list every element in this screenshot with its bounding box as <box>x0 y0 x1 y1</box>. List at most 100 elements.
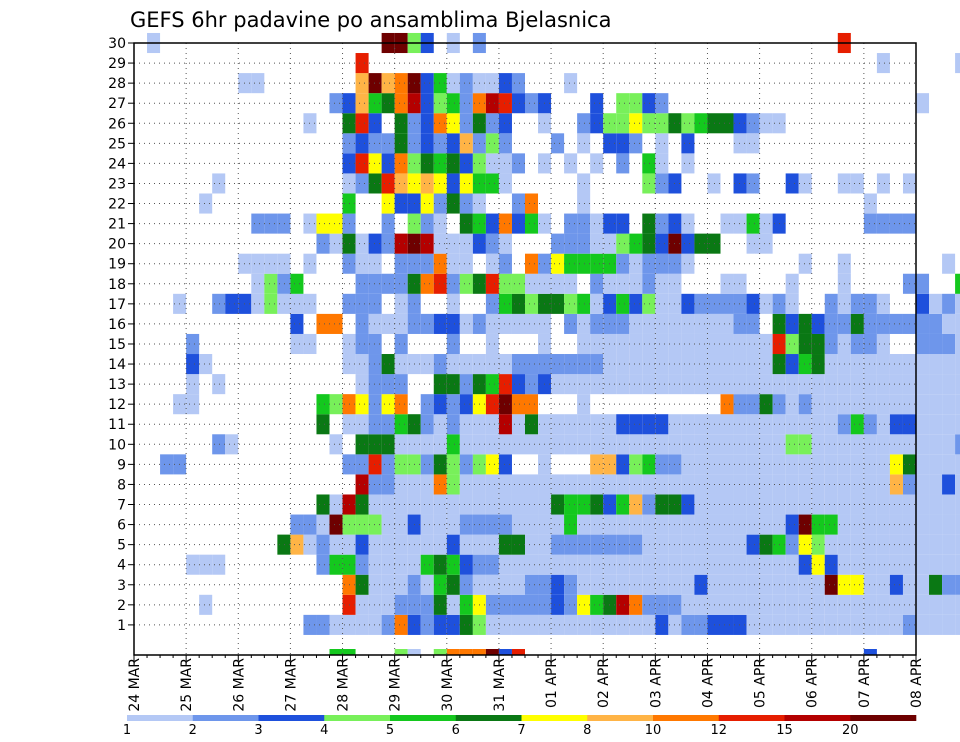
heatmap-cell <box>381 233 395 254</box>
heatmap-cell <box>798 253 812 274</box>
heatmap-cell <box>459 374 473 395</box>
heatmap-cell <box>355 594 369 615</box>
heatmap-cell <box>459 454 473 475</box>
heatmap-cell <box>264 253 278 274</box>
heatmap-cell <box>355 53 369 74</box>
heatmap-cell <box>811 494 825 515</box>
y-tick-label: 30 <box>108 36 126 52</box>
heatmap-cell <box>785 574 799 595</box>
heatmap-cell <box>590 534 604 555</box>
x-tick-label: 26 MAR <box>231 658 247 712</box>
heatmap-cell <box>759 534 773 555</box>
heatmap-cell <box>420 614 434 635</box>
heatmap-cell <box>733 213 747 234</box>
heatmap-cell <box>564 253 578 274</box>
heatmap-cell <box>942 474 956 495</box>
heatmap-cell <box>811 474 825 495</box>
heatmap-cell <box>655 313 669 334</box>
heatmap-cell <box>381 133 395 154</box>
x-tick-label: 04 APR <box>701 658 717 708</box>
heatmap-cell <box>525 193 539 214</box>
heatmap-cell <box>316 414 330 435</box>
heatmap-cell <box>955 374 960 395</box>
heatmap-cell <box>759 113 773 134</box>
heatmap-cell <box>511 614 525 635</box>
heatmap-cell <box>889 374 903 395</box>
heatmap-cell <box>916 534 930 555</box>
heatmap-cell <box>381 494 395 515</box>
heatmap-cell <box>616 374 630 395</box>
heatmap-cell <box>746 454 760 475</box>
heatmap-cell <box>577 213 591 234</box>
heatmap-cell <box>824 333 838 355</box>
heatmap-cell <box>368 394 382 415</box>
heatmap-cell <box>511 93 525 114</box>
heatmap-cell <box>733 273 747 294</box>
colorbar-label: 3 <box>254 723 262 738</box>
heatmap-cell <box>863 434 877 455</box>
heatmap-cell <box>889 574 903 595</box>
heatmap-cell <box>394 574 408 595</box>
heatmap-cell <box>251 253 265 274</box>
heatmap-cell <box>876 494 890 515</box>
heatmap-cell <box>720 394 734 415</box>
heatmap-cell <box>355 494 369 515</box>
heatmap-cell <box>629 474 643 495</box>
heatmap-cell <box>511 213 525 234</box>
heatmap-cell <box>733 454 747 475</box>
heatmap-cell <box>355 574 369 595</box>
heatmap-cell <box>629 333 643 355</box>
heatmap-cell <box>355 73 369 94</box>
heatmap-cell <box>420 313 434 334</box>
heatmap-cell <box>511 313 525 334</box>
y-tick-label: 20 <box>108 237 126 253</box>
heatmap-cell <box>525 414 539 435</box>
heatmap-cell <box>368 133 382 154</box>
heatmap-cell <box>707 534 721 555</box>
heatmap-cell <box>759 394 773 415</box>
heatmap-cell <box>785 614 799 635</box>
heatmap-cell <box>929 574 943 595</box>
heatmap-cell <box>798 554 812 575</box>
heatmap-cell <box>681 494 695 515</box>
heatmap-cell <box>329 434 343 455</box>
heatmap-cell <box>498 574 512 595</box>
heatmap-cell <box>798 354 812 375</box>
heatmap-cell <box>368 614 382 635</box>
heatmap-cell <box>368 594 382 615</box>
y-tick-label: 14 <box>108 357 126 373</box>
heatmap-cell <box>433 93 447 114</box>
x-tick-label: 29 MAR <box>388 658 404 712</box>
heatmap-cell <box>212 173 226 194</box>
heatmap-cell <box>212 293 226 314</box>
x-tick-label: 24 MAR <box>127 658 143 712</box>
heatmap-cell <box>225 293 239 314</box>
heatmap-cell <box>850 173 864 194</box>
heatmap-cell <box>785 514 799 535</box>
heatmap-cell <box>590 354 604 375</box>
heatmap-cell <box>863 293 877 314</box>
heatmap-cell <box>655 273 669 294</box>
heatmap-cell <box>694 514 708 535</box>
heatmap-cell <box>564 494 578 515</box>
heatmap-cell <box>629 93 643 114</box>
y-tick-label: 19 <box>108 257 126 273</box>
heatmap-cell <box>942 574 956 595</box>
heatmap-cell <box>955 333 960 355</box>
heatmap-cell <box>381 554 395 575</box>
heatmap-cell <box>355 454 369 475</box>
heatmap-cell <box>759 434 773 455</box>
heatmap-cell <box>459 313 473 334</box>
heatmap-cell <box>368 494 382 515</box>
heatmap-cell <box>785 414 799 435</box>
heatmap-cell <box>955 354 960 375</box>
heatmap-cell <box>889 414 903 435</box>
heatmap-cell <box>485 454 499 475</box>
heatmap-cell <box>577 173 591 194</box>
heatmap-cell <box>655 153 669 174</box>
heatmap-cell <box>681 434 695 455</box>
heatmap-cell <box>394 253 408 274</box>
heatmap-cell <box>485 514 499 535</box>
heatmap-cell <box>485 614 499 635</box>
colorbar-label: 1 <box>123 723 131 738</box>
